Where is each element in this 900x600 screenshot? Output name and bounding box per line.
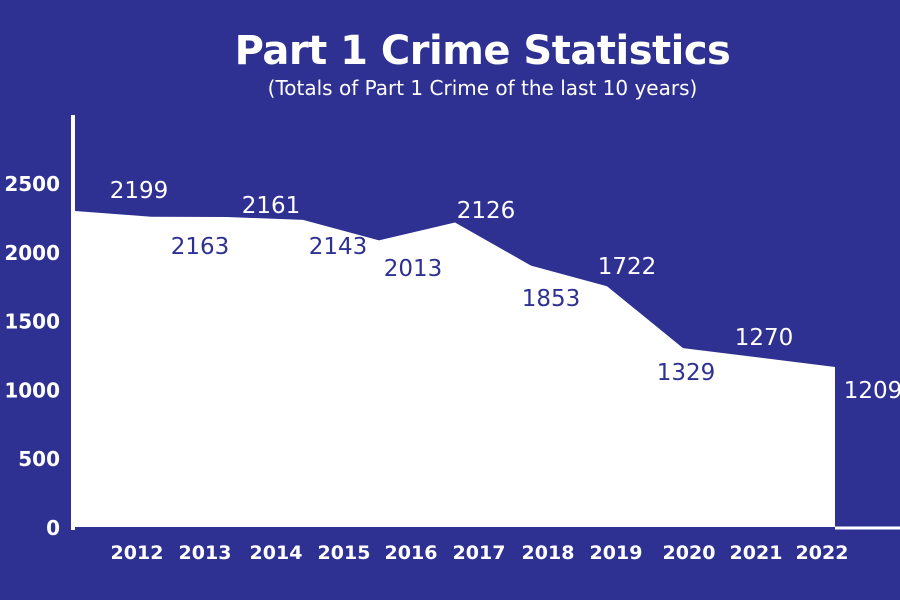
data-label: 1722 bbox=[598, 254, 657, 280]
y-tick-label: 2500 bbox=[4, 172, 60, 196]
data-label: 2163 bbox=[171, 234, 230, 260]
y-tick-label: 1500 bbox=[4, 310, 60, 334]
data-label: 1853 bbox=[522, 286, 581, 312]
data-label: 2143 bbox=[309, 234, 368, 260]
x-tick-label: 2019 bbox=[590, 542, 643, 564]
y-tick-label: 2000 bbox=[4, 241, 60, 265]
x-tick-label: 2021 bbox=[730, 542, 783, 564]
data-label: 2126 bbox=[457, 198, 516, 224]
x-tick-label: 2013 bbox=[179, 542, 232, 564]
chart-title: Part 1 Crime Statistics bbox=[234, 28, 731, 74]
x-tick-label: 2014 bbox=[250, 542, 303, 564]
area-fill bbox=[75, 211, 835, 527]
data-label: 2199 bbox=[110, 178, 169, 204]
x-tick-label: 2018 bbox=[522, 542, 575, 564]
data-label: 1329 bbox=[657, 360, 716, 386]
x-tick-label: 2020 bbox=[663, 542, 716, 564]
x-tick-label: 2012 bbox=[111, 542, 164, 564]
data-label: 1270 bbox=[735, 325, 794, 351]
y-tick-label: 500 bbox=[18, 447, 60, 471]
x-tick-label: 2017 bbox=[453, 542, 506, 564]
x-tick-label: 2022 bbox=[796, 542, 849, 564]
chart-subtitle: (Totals of Part 1 Crime of the last 10 y… bbox=[267, 76, 698, 100]
data-label: 1209 bbox=[844, 378, 900, 404]
x-tick-label: 2016 bbox=[385, 542, 438, 564]
y-tick-label: 1000 bbox=[4, 378, 60, 402]
data-label: 2161 bbox=[242, 193, 301, 219]
x-tick-label: 2015 bbox=[318, 542, 371, 564]
data-label: 2013 bbox=[384, 256, 443, 282]
y-tick-label: 0 bbox=[46, 516, 60, 540]
